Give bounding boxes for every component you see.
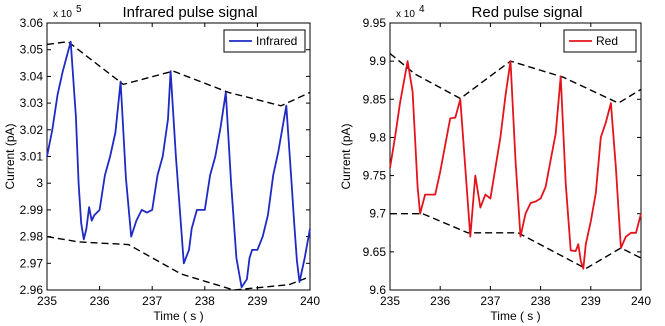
plot-frame bbox=[389, 22, 642, 291]
y-tick-label: 3.06 bbox=[20, 16, 44, 30]
y-tick-label: 3.04 bbox=[20, 69, 44, 83]
legend: Red bbox=[563, 29, 637, 53]
x-tick-label: 236 bbox=[90, 294, 110, 308]
x-tick-label: 237 bbox=[142, 294, 162, 308]
x-tick-label: 239 bbox=[247, 294, 267, 308]
y-multiplier-exponent: 5 bbox=[76, 4, 82, 15]
y-multiplier: x 10 bbox=[53, 9, 72, 20]
legend-box bbox=[223, 29, 306, 53]
x-tick-label: 240 bbox=[300, 294, 320, 308]
y-tick-label: 3.05 bbox=[20, 43, 44, 57]
legend-label: Red bbox=[596, 34, 618, 48]
y-tick-label: 9.6 bbox=[369, 283, 386, 297]
x-tick-label: 235 bbox=[37, 294, 57, 308]
x-tick-label: 240 bbox=[631, 294, 651, 308]
legend-label: Infrared bbox=[256, 34, 297, 48]
infrared-chart: 235 236 237 238 239 240 2.96 2.97 2.98 2.99 3 3.01 3… bbox=[3, 4, 320, 323]
upper-envelope-line bbox=[389, 52, 642, 104]
lower-envelope-line bbox=[46, 235, 311, 291]
x-tick-label: 238 bbox=[531, 294, 551, 308]
y-tick-label: 9.65 bbox=[363, 245, 387, 259]
y-tick-label: 2.97 bbox=[20, 256, 44, 270]
x-axis-label: Time ( s ) bbox=[153, 309, 203, 323]
y-tick-label: 9.9 bbox=[369, 54, 386, 68]
y-tick-label: 2.99 bbox=[20, 203, 44, 217]
series-line-infrared bbox=[46, 40, 311, 289]
y-tick-label: 9.85 bbox=[363, 92, 387, 106]
x-axis-label: Time ( s ) bbox=[490, 309, 540, 323]
x-tick-label: 237 bbox=[480, 294, 500, 308]
y-tick-label: 3.02 bbox=[20, 123, 44, 137]
y-tick-label: 3 bbox=[36, 176, 43, 190]
legend-box bbox=[563, 29, 637, 53]
y-tick-label: 2.96 bbox=[20, 283, 44, 297]
y-axis-label: Current (pA) bbox=[339, 123, 353, 189]
y-tick-label: 9.95 bbox=[363, 16, 387, 30]
upper-envelope-line bbox=[46, 40, 311, 107]
y-axis-label: Current (pA) bbox=[3, 123, 17, 189]
series-line-red bbox=[389, 60, 642, 270]
y-tick-label: 2.98 bbox=[20, 230, 44, 244]
x-tick-label: 239 bbox=[581, 294, 601, 308]
legend: Infrared bbox=[223, 29, 306, 53]
chart-title: Red pulse signal bbox=[472, 4, 583, 21]
x-tick-label: 235 bbox=[380, 294, 400, 308]
lower-envelope-line bbox=[390, 212, 642, 270]
chart-title: Infrared pulse signal bbox=[122, 4, 257, 21]
x-tick-label: 236 bbox=[430, 294, 450, 308]
plot-frame bbox=[46, 22, 311, 291]
y-tick-label: 9.8 bbox=[369, 130, 386, 144]
red-chart: 235 236 237 238 239 240 9.6 9.65 9.7 9.75 9.8 9.85 9… bbox=[339, 4, 651, 323]
x-tick-label: 238 bbox=[195, 294, 215, 308]
y-tick-label: 9.7 bbox=[369, 207, 386, 221]
y-multiplier-exponent: 4 bbox=[419, 4, 425, 15]
y-tick-label: 3.03 bbox=[20, 96, 44, 110]
y-tick-label: 9.75 bbox=[363, 169, 387, 183]
y-multiplier: x 10 bbox=[396, 9, 415, 20]
y-tick-label: 3.01 bbox=[20, 150, 44, 164]
